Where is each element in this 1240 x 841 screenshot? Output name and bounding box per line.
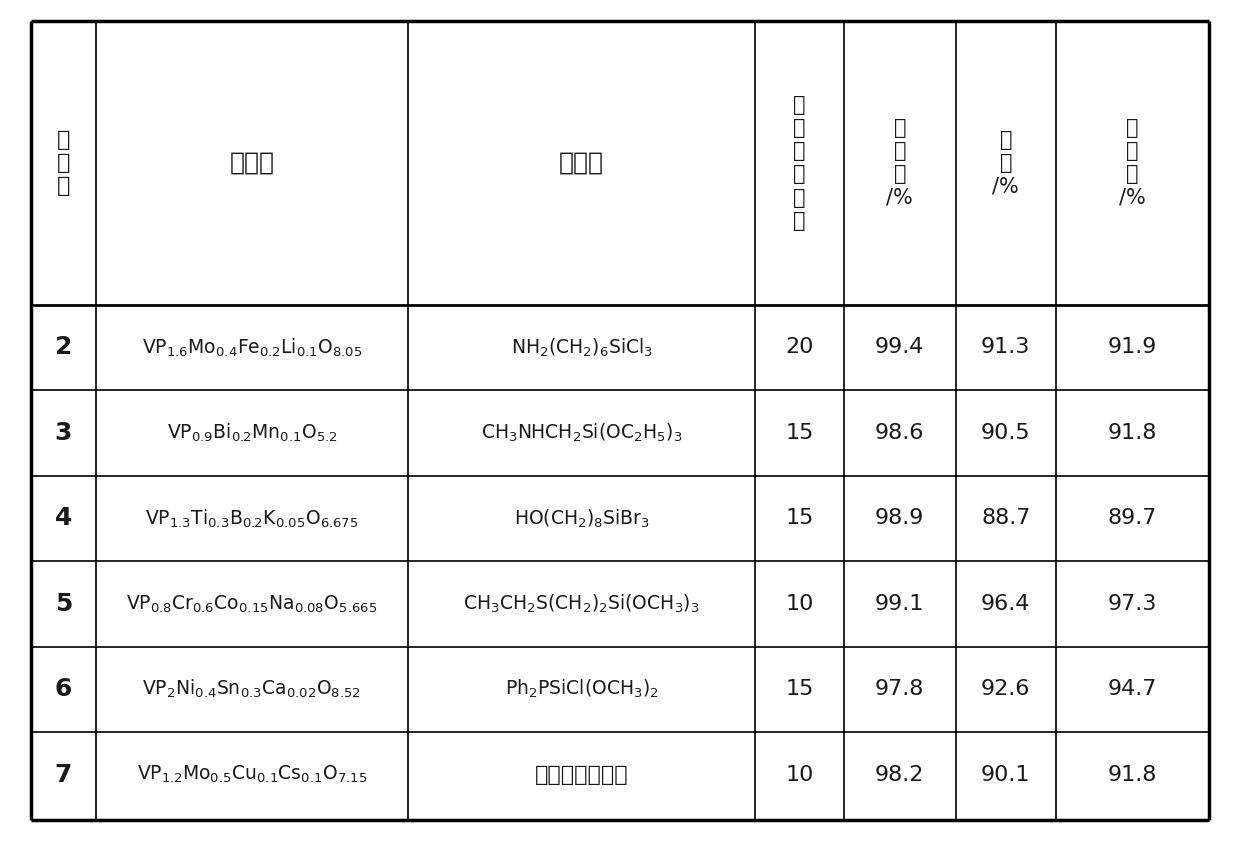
Text: $\mathrm{NH_{2}\left(CH_{2}\right)_{6}SiCl_{3}}$: $\mathrm{NH_{2}\left(CH_{2}\right)_{6}Si…	[511, 336, 652, 358]
Text: $\mathrm{VP_{1.2}Mo_{0.5}Cu_{0.1}Cs_{0.1}O_{7.15}}$: $\mathrm{VP_{1.2}Mo_{0.5}Cu_{0.1}Cs_{0.1…	[136, 764, 367, 785]
Text: 选
择
性
/%: 选 择 性 /%	[1118, 118, 1146, 208]
Text: 10: 10	[785, 764, 813, 785]
Text: 94.7: 94.7	[1107, 680, 1157, 700]
Text: 5: 5	[55, 592, 72, 616]
Text: 99.4: 99.4	[875, 337, 925, 357]
Text: 92.6: 92.6	[981, 680, 1030, 700]
Text: 4: 4	[55, 506, 72, 531]
Text: 89.7: 89.7	[1107, 508, 1157, 528]
Text: 97.8: 97.8	[875, 680, 925, 700]
Text: $\mathrm{VP_{0.8}Cr_{0.6}Co_{0.15}Na_{0.08}O_{5.665}}$: $\mathrm{VP_{0.8}Cr_{0.6}Co_{0.15}Na_{0.…	[126, 593, 377, 615]
Text: $\mathrm{CH_{3}NHCH_{2}Si\left(OC_{2}H_{5}\right)_{3}}$: $\mathrm{CH_{3}NHCH_{2}Si\left(OC_{2}H_{…	[481, 421, 682, 444]
Text: 6: 6	[55, 677, 72, 701]
Text: 91.8: 91.8	[1107, 423, 1157, 443]
Text: 20: 20	[785, 337, 813, 357]
Text: 98.6: 98.6	[875, 423, 925, 443]
Text: $\mathrm{HO\left(CH_{2}\right)_{8}SiBr_{3}}$: $\mathrm{HO\left(CH_{2}\right)_{8}SiBr_{…	[513, 507, 650, 530]
Text: $\mathrm{VP_{2}Ni_{0.4}Sn_{0.3}Ca_{0.02}O_{8.52}}$: $\mathrm{VP_{2}Ni_{0.4}Sn_{0.3}Ca_{0.02}…	[143, 678, 361, 701]
Text: 7: 7	[55, 763, 72, 787]
Text: 91.9: 91.9	[1107, 337, 1157, 357]
Text: $\mathrm{CH_{3}CH_{2}S\left(CH_{2}\right)_{2}Si\left(OCH_{3}\right)_{3}}$: $\mathrm{CH_{3}CH_{2}S\left(CH_{2}\right…	[464, 593, 701, 615]
Text: 15: 15	[785, 423, 813, 443]
Text: 有机硅: 有机硅	[559, 151, 604, 175]
Text: 97.3: 97.3	[1107, 594, 1157, 614]
Text: 98.9: 98.9	[875, 508, 925, 528]
Text: 3: 3	[55, 420, 72, 445]
Text: 实
施
例: 实 施 例	[57, 130, 71, 196]
Text: 15: 15	[785, 508, 813, 528]
Text: 转
化
率
/%: 转 化 率 /%	[887, 118, 913, 208]
Text: 90.5: 90.5	[981, 423, 1030, 443]
Text: $\mathrm{VP_{1.6}Mo_{0.4}Fe_{0.2}Li_{0.1}O_{8.05}}$: $\mathrm{VP_{1.6}Mo_{0.4}Fe_{0.2}Li_{0.1…	[141, 336, 362, 358]
Text: 96.4: 96.4	[981, 594, 1030, 614]
Text: 88.7: 88.7	[981, 508, 1030, 528]
Text: 催化剂: 催化剂	[229, 151, 274, 175]
Text: 91.3: 91.3	[981, 337, 1030, 357]
Text: $\mathrm{VP_{1.3}Ti_{0.3}B_{0.2}K_{0.05}O_{6.675}}$: $\mathrm{VP_{1.3}Ti_{0.3}B_{0.2}K_{0.05}…	[145, 507, 358, 530]
Text: 活
性
组
分
含
量: 活 性 组 分 含 量	[794, 95, 806, 230]
Text: 10: 10	[785, 594, 813, 614]
Text: 2: 2	[55, 336, 72, 359]
Text: $\mathrm{Ph_{2}PSiCl\left(OCH_{3}\right)_{2}}$: $\mathrm{Ph_{2}PSiCl\left(OCH_{3}\right)…	[505, 678, 658, 701]
Text: 吡啶基三氯硅烷: 吡啶基三氯硅烷	[534, 764, 629, 785]
Text: $\mathrm{VP_{0.9}Bi_{0.2}Mn_{0.1}O_{5.2}}$: $\mathrm{VP_{0.9}Bi_{0.2}Mn_{0.1}O_{5.2}…	[166, 421, 337, 444]
Text: 90.1: 90.1	[981, 764, 1030, 785]
Text: 98.2: 98.2	[875, 764, 925, 785]
Text: 91.8: 91.8	[1107, 764, 1157, 785]
Text: 99.1: 99.1	[875, 594, 925, 614]
Text: 15: 15	[785, 680, 813, 700]
Text: 产
率
/%: 产 率 /%	[992, 130, 1019, 196]
